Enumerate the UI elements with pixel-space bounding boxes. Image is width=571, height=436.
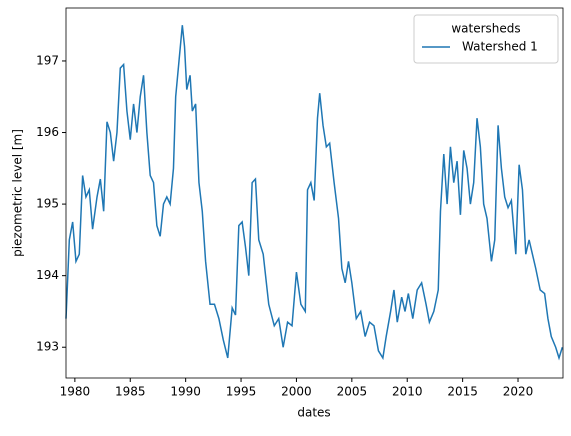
x-tick-label: 1985	[115, 385, 146, 399]
x-tick-label: 2020	[503, 385, 534, 399]
x-tick-label: 2015	[447, 385, 478, 399]
y-axis-label: piezometric level [m]	[11, 129, 25, 257]
x-tick-label: 1990	[170, 385, 201, 399]
legend-box	[413, 14, 559, 64]
x-tick-label: 2010	[392, 385, 423, 399]
y-tick-label: 194	[36, 268, 59, 282]
data-line	[65, 25, 564, 361]
x-tick-label: 2000	[281, 385, 312, 399]
y-tick-label: 193	[36, 340, 59, 354]
x-axis-label: dates	[297, 406, 330, 420]
legend-title: watersheds	[451, 22, 520, 36]
y-tick-label: 197	[36, 53, 59, 67]
x-tick-label: 1980	[60, 385, 91, 399]
y-tick-label: 195	[36, 197, 59, 211]
y-tick-label: 196	[36, 125, 59, 139]
plot-frame	[65, 7, 564, 379]
x-tick-label: 1995	[226, 385, 257, 399]
legend-label: Watershed 1	[462, 40, 538, 54]
x-tick-label: 2005	[337, 385, 368, 399]
